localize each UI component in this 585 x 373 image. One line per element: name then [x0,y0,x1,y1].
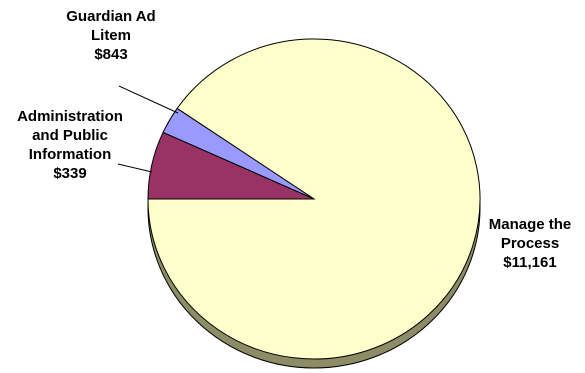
slice-value-label: $843 [94,46,127,63]
leader-line-3 [118,85,179,114]
slice-name-line: Guardian Ad [66,8,155,25]
slice-name-line: Litem [91,27,131,44]
slice-value-label: $11,161 [503,254,556,271]
slice-name-line: and Public [32,127,108,144]
slice-label-3: Guardian Ad Litem $843 [66,8,155,63]
slice-label-2: Administration and Public Information $339 [17,108,123,182]
leader-line-2 [117,163,153,173]
leader-lines [117,85,179,173]
slice-label-1: Manage the Process $11,161 [489,216,572,271]
slice-value-label: $339 [53,165,86,182]
slice-name-line: Information [29,146,112,163]
slice-name-line: Manage the [489,216,572,233]
pie-slices [147,38,481,360]
pie-slice-3 [147,131,315,200]
slice-name-line: Process [501,235,559,252]
slice-name-line: Administration [17,108,123,125]
slice-labels: Manage the Process $11,161 Administration an… [17,8,571,271]
